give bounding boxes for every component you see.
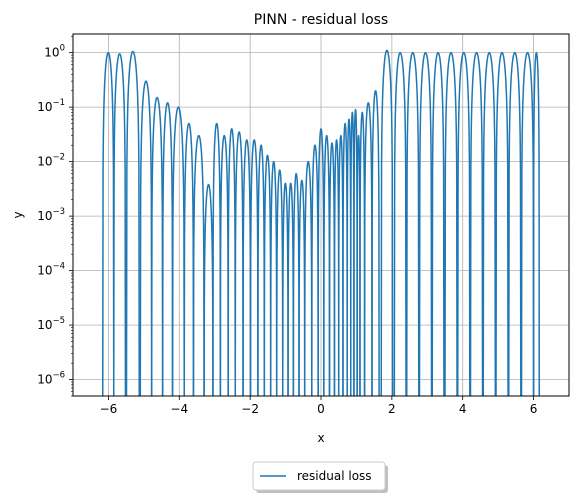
series-lobe: [482, 51, 497, 397]
series-lobe: [363, 102, 373, 397]
x-tick-label: −4: [170, 402, 188, 416]
x-axis: −6 −4 −2 0 2 4 6: [100, 396, 538, 416]
x-tick-label: 4: [459, 402, 467, 416]
series-lobe: [508, 51, 522, 397]
y-tick-base: 10: [37, 100, 52, 114]
series-lobe: [346, 118, 352, 397]
series-lobe: [269, 160, 278, 397]
series-lobe: [359, 111, 366, 397]
series-lobe: [380, 49, 394, 397]
x-tick-label: −6: [100, 402, 118, 416]
y-tick-exponent: −3: [52, 207, 65, 217]
series-lobe: [112, 53, 127, 397]
y-tick-base: 10: [37, 318, 52, 332]
y-tick-base: 10: [37, 209, 52, 223]
series-lobe: [311, 144, 319, 397]
series-lobe: [469, 51, 484, 397]
series-lobe: [275, 169, 284, 397]
series-lobe: [418, 51, 433, 397]
y-tick-exponent: −2: [52, 153, 65, 163]
series-lobe: [337, 134, 344, 397]
x-tick-label: 2: [388, 402, 396, 416]
y-tick-label: 100: [44, 44, 65, 60]
plot-area: [102, 49, 540, 397]
y-tick-label: 10−3: [37, 207, 65, 223]
series-lobe: [532, 51, 540, 397]
series-lobe: [356, 134, 361, 397]
series-lobe: [125, 50, 140, 397]
series-lobe: [520, 51, 535, 397]
series-lobe: [298, 179, 306, 397]
series-lobe: [183, 122, 195, 397]
series-lobe: [342, 122, 348, 397]
series-lobe: [249, 139, 259, 397]
series-lobe: [323, 134, 331, 397]
chart-title: PINN - residual loss: [254, 12, 388, 28]
series-lobe: [328, 142, 336, 397]
x-tick-label: 0: [317, 402, 325, 416]
x-tick-label: 6: [530, 402, 538, 416]
y-tick-label: 10−2: [37, 153, 65, 169]
y-tick-exponent: −4: [52, 262, 65, 272]
series-lobe: [393, 51, 407, 397]
series-lobe: [287, 182, 295, 397]
series-lobe: [457, 51, 471, 397]
series-lobe: [292, 172, 300, 397]
series-lobe: [431, 51, 445, 397]
series-lobe: [203, 183, 214, 397]
y-tick-base: 10: [37, 264, 52, 278]
y-tick-label: 10−1: [37, 98, 65, 114]
series-lobe: [317, 128, 325, 397]
series-lobe: [234, 131, 244, 397]
legend-box: [252, 461, 386, 491]
legend-series-label: residual loss: [297, 469, 372, 483]
y-axis-label: y: [11, 211, 25, 218]
y-tick-label: 10−5: [37, 316, 65, 332]
series-lobe: [405, 51, 420, 397]
x-axis-label: x: [317, 431, 324, 445]
x-tick-label: −2: [241, 402, 259, 416]
y-tick-base: 10: [37, 155, 52, 169]
series-lobe: [102, 51, 115, 397]
series-lobe: [333, 139, 340, 397]
legend: residual loss: [252, 461, 388, 493]
y-tick-exponent: −5: [52, 316, 65, 326]
series-lobe: [227, 128, 237, 397]
series-lobe: [495, 51, 509, 397]
series-lobe: [139, 80, 153, 397]
series-lobe: [281, 182, 289, 397]
y-tick-base: 10: [44, 46, 59, 60]
series-lobe: [263, 154, 272, 397]
y-tick-label: 10−4: [37, 262, 65, 278]
series-lobe: [212, 122, 222, 397]
series-lobe: [350, 111, 355, 397]
series-lobe: [257, 144, 266, 397]
series-lobe: [219, 134, 229, 397]
series-lobe: [353, 108, 358, 397]
series-lobe: [192, 134, 205, 397]
y-tick-exponent: −1: [52, 98, 65, 108]
series-lobe: [161, 102, 174, 397]
series-lobe: [242, 139, 252, 397]
series-lobe: [371, 90, 380, 397]
y-tick-base: 10: [37, 373, 52, 387]
series-lobe: [171, 106, 185, 397]
series-lobe: [444, 51, 458, 397]
y-tick-label: 10−6: [37, 371, 65, 387]
y-tick-exponent: 0: [60, 44, 65, 54]
y-tick-exponent: −6: [52, 371, 65, 381]
series-lobe: [150, 96, 164, 397]
series-lobe: [303, 160, 313, 397]
